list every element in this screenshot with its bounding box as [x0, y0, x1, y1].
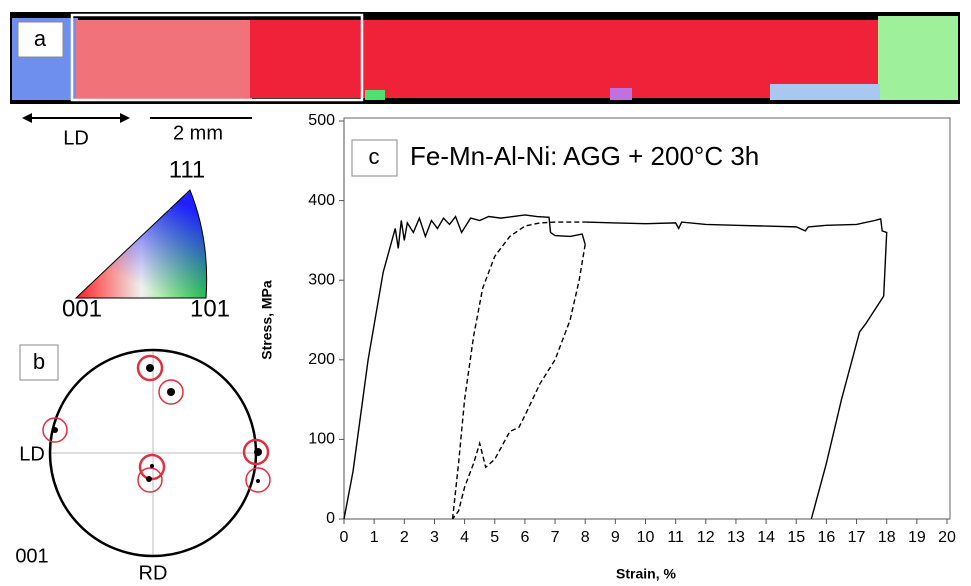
x-tick-label: 13 [727, 529, 745, 546]
direction-label: LD [63, 127, 89, 149]
x-tick-label: 14 [757, 529, 775, 546]
x-tick-label: 16 [818, 529, 836, 546]
panel-label: b [33, 349, 45, 374]
x-tick-label: 0 [340, 529, 349, 546]
y-tick-label: 200 [308, 351, 335, 368]
ipf-triangle-overlay [74, 189, 208, 299]
panel-label-box [17, 21, 64, 58]
ipf-label: 001 [62, 295, 102, 322]
x-tick-label: 9 [611, 529, 620, 546]
x-tick-label: 8 [581, 529, 590, 546]
x-tick-label: 12 [697, 529, 715, 546]
pole-figure [42, 348, 271, 558]
plot-frame [343, 117, 951, 520]
data-line [343, 214, 586, 520]
data-line [585, 218, 888, 520]
chart-title: Fe-Mn-Al-Ni: AGG + 200°C 3h [410, 141, 759, 171]
x-tick-label: 15 [787, 529, 805, 546]
x-tick-label: 11 [667, 529, 684, 546]
data-line [451, 221, 586, 520]
ipf-label: 111 [169, 156, 205, 183]
y-axis-label: Stress, MPa [259, 280, 275, 360]
x-tick-label: 17 [848, 529, 866, 546]
x-tick-label: 10 [637, 529, 655, 546]
x-tick-label: 5 [490, 529, 499, 546]
panel-label: c [369, 144, 380, 169]
x-tick-label: 3 [430, 529, 439, 546]
panel-label-box [19, 344, 59, 381]
x-tick-label: 4 [460, 529, 469, 546]
x-tick-label: 7 [551, 529, 560, 546]
x-axis-label: Strain, % [616, 566, 676, 582]
y-tick-label: 0 [326, 510, 335, 527]
x-tick-label: 1 [370, 529, 379, 546]
panel-label: a [34, 26, 47, 51]
data-line [451, 244, 586, 520]
y-tick-label: 300 [308, 271, 335, 288]
y-tick-label: 500 [308, 112, 335, 129]
x-tick-label: 20 [938, 529, 956, 546]
x-tick-label: 19 [908, 529, 926, 546]
x-tick-label: 18 [878, 529, 896, 546]
y-tick-label: 100 [308, 431, 335, 448]
plane-label: 001 [15, 545, 48, 567]
ebsd-map [10, 12, 960, 104]
x-tick-label: 2 [400, 529, 409, 546]
direction-label: LD [19, 443, 45, 465]
y-tick-label: 400 [308, 192, 335, 209]
direction-label: RD [139, 562, 168, 584]
panel-label-box [351, 139, 398, 177]
x-tick-label: 6 [520, 529, 529, 546]
ipf-label: 101 [190, 295, 230, 322]
scale-bar-label: 2 mm [173, 122, 223, 144]
